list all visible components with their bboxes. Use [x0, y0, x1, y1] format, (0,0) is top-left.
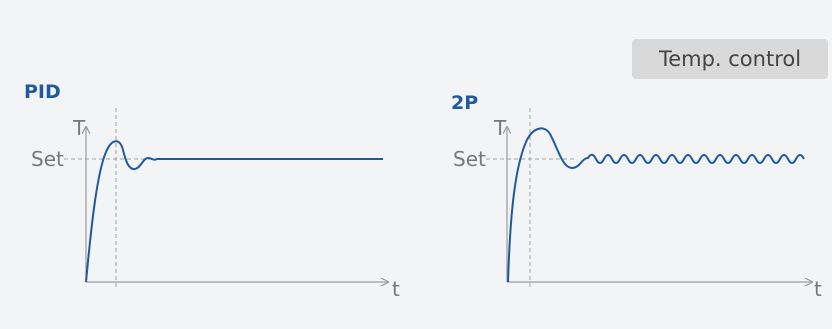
pid-x-axis-label: t [392, 277, 400, 301]
twop-y-axis-label: T [493, 116, 507, 140]
twop-title: 2P [451, 92, 478, 114]
pid-response-curve [85, 140, 383, 283]
pid-title: PID [24, 81, 61, 103]
pid-y-axis-label: T [72, 116, 86, 140]
twop-response-curve [507, 127, 805, 283]
temp-control-badge: Temp. control [632, 39, 828, 79]
pid-panel: PID T t Set [24, 81, 400, 301]
twop-x-axis-label: t [814, 277, 822, 301]
pid-set-label: Set [31, 147, 64, 171]
twop-set-label: Set [453, 147, 486, 171]
twop-panel: 2P T t Set [451, 92, 822, 301]
